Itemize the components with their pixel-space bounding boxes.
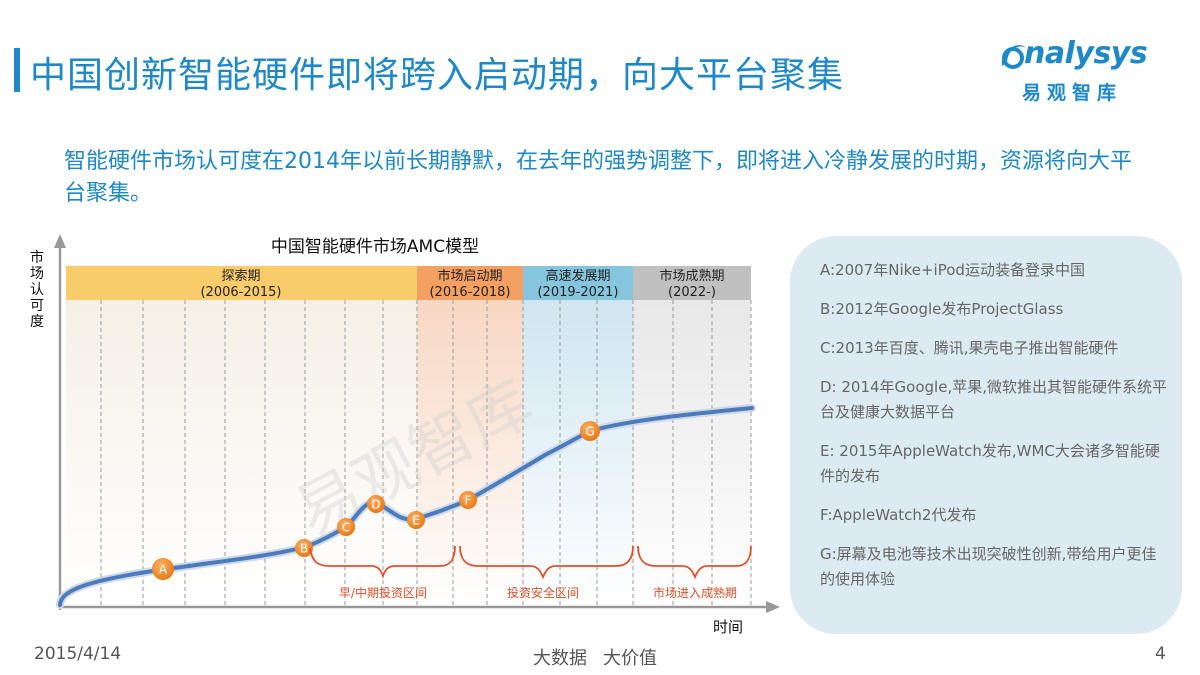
milestone-legend-panel: A:2007年Nike+iPod运动装备登录中国 B:2012年Google发布P… [790, 236, 1182, 634]
phase-band-maturity [633, 266, 751, 300]
milestone-marker-g: G [580, 421, 600, 441]
footer-slogan-bigdata: 大数据 [533, 648, 587, 669]
milestone-note: C:2013年百度、腾讯,果壳电子推出智能硬件 [820, 339, 1119, 357]
milestone-marker-f: F [459, 491, 477, 509]
zone-label-mature: 市场进入成熟期 [653, 585, 737, 600]
milestone-marker-b: B [295, 539, 313, 557]
milestone-label-g: G [585, 425, 594, 439]
phase-period-maturity: (2022-) [668, 285, 716, 300]
milestone-label-b: B [300, 542, 308, 556]
footer-slogan-bigvalue: 大价值 [603, 648, 657, 669]
phase-bg-growth [523, 300, 633, 605]
milestone-marker-e: E [407, 511, 425, 529]
phase-band-exploration [66, 266, 417, 300]
milestone-dot-d [367, 495, 385, 513]
chart-title: 中国智能硬件市场AMC模型 [271, 237, 479, 257]
x-axis-label: 时间 [713, 618, 743, 636]
axes [58, 244, 770, 610]
phase-bg-maturity [633, 300, 751, 605]
logo-wordmark: nalysys [1024, 36, 1148, 71]
phase-band-growth [523, 266, 633, 300]
milestone-dot-a [152, 558, 174, 580]
phase-name-growth: 高速发展期 [545, 268, 610, 284]
footer-date: 2015/4/14 [34, 644, 122, 664]
phase-name-exploration: 探索期 [221, 269, 260, 284]
milestone-note: B:2012年Google发布ProjectGlass [820, 300, 1064, 318]
milestone-label-a: A [159, 563, 168, 577]
milestone-label-d: D [371, 498, 380, 512]
milestone-note: G:屏幕及电池等技术出现突破性创新,带给用户更佳的使用体验 [820, 545, 1157, 588]
milestone-note: A:2007年Nike+iPod运动装备登录中国 [820, 261, 1085, 279]
zone-label-safe: 投资安全区间 [507, 585, 579, 600]
phase-period-exploration: (2006-2015) [200, 285, 281, 300]
page-title: 中国创新智能硬件即将跨入启动期，向大平台聚集 [30, 55, 845, 96]
milestone-marker-d: D [367, 495, 385, 513]
investment-brackets [309, 545, 752, 580]
milestone-dot-e [407, 511, 425, 529]
logo-chinese-name: 易观智库 [1022, 82, 1123, 104]
phase-band-launch [417, 266, 523, 300]
milestone-note: E: 2015年AppleWatch发布,WMC大会诸多智能硬件的发布 [820, 442, 1160, 485]
phase-bg-exploration [66, 300, 417, 605]
phase-period-growth: (2019-2021) [537, 285, 618, 300]
x-axis-arrow-icon [766, 601, 780, 613]
analysys-logo: nalysys 易观智库 [998, 36, 1168, 106]
zone-label-early: 早/中期投资区间 [339, 585, 427, 600]
amc-model-chart: 易观智库 探索期 (2006-2015) 市场启动期 (2016-2018) 高… [30, 234, 780, 636]
milestone-label-e: E [412, 514, 420, 528]
milestone-marker-a: A [152, 558, 174, 580]
phase-name-launch: 市场启动期 [437, 268, 502, 284]
y-axis-label: 市场认可度 [30, 249, 44, 330]
milestone-label-c: C [342, 521, 350, 535]
phase-period-launch: (2016-2018) [429, 285, 510, 300]
page-number: 4 [1155, 644, 1166, 664]
phase-bg-launch [417, 300, 523, 605]
milestone-dot-f [459, 491, 477, 509]
footer-slogan: 大数据 大价值 [533, 644, 673, 670]
milestone-note: D: 2014年Google,苹果,微软推出其智能硬件系统平台及健康大数据平台 [820, 378, 1167, 421]
phase-name-maturity: 市场成熟期 [659, 268, 724, 284]
milestone-marker-c: C [337, 518, 355, 536]
y-axis-arrow-icon [54, 234, 66, 248]
logo-swoosh-icon [1001, 45, 1026, 69]
milestone-dot-g [580, 421, 600, 441]
subtitle: 智能硬件市场认可度在2014年以前长期静默，在去年的强势调整下，即将进入冷静发展… [64, 149, 1132, 206]
milestone-note: F:AppleWatch2代发布 [820, 506, 977, 524]
milestone-label-f: F [465, 494, 472, 508]
milestone-dot-b [295, 539, 313, 557]
milestone-dot-c [337, 518, 355, 536]
title-accent-bar [14, 48, 20, 92]
